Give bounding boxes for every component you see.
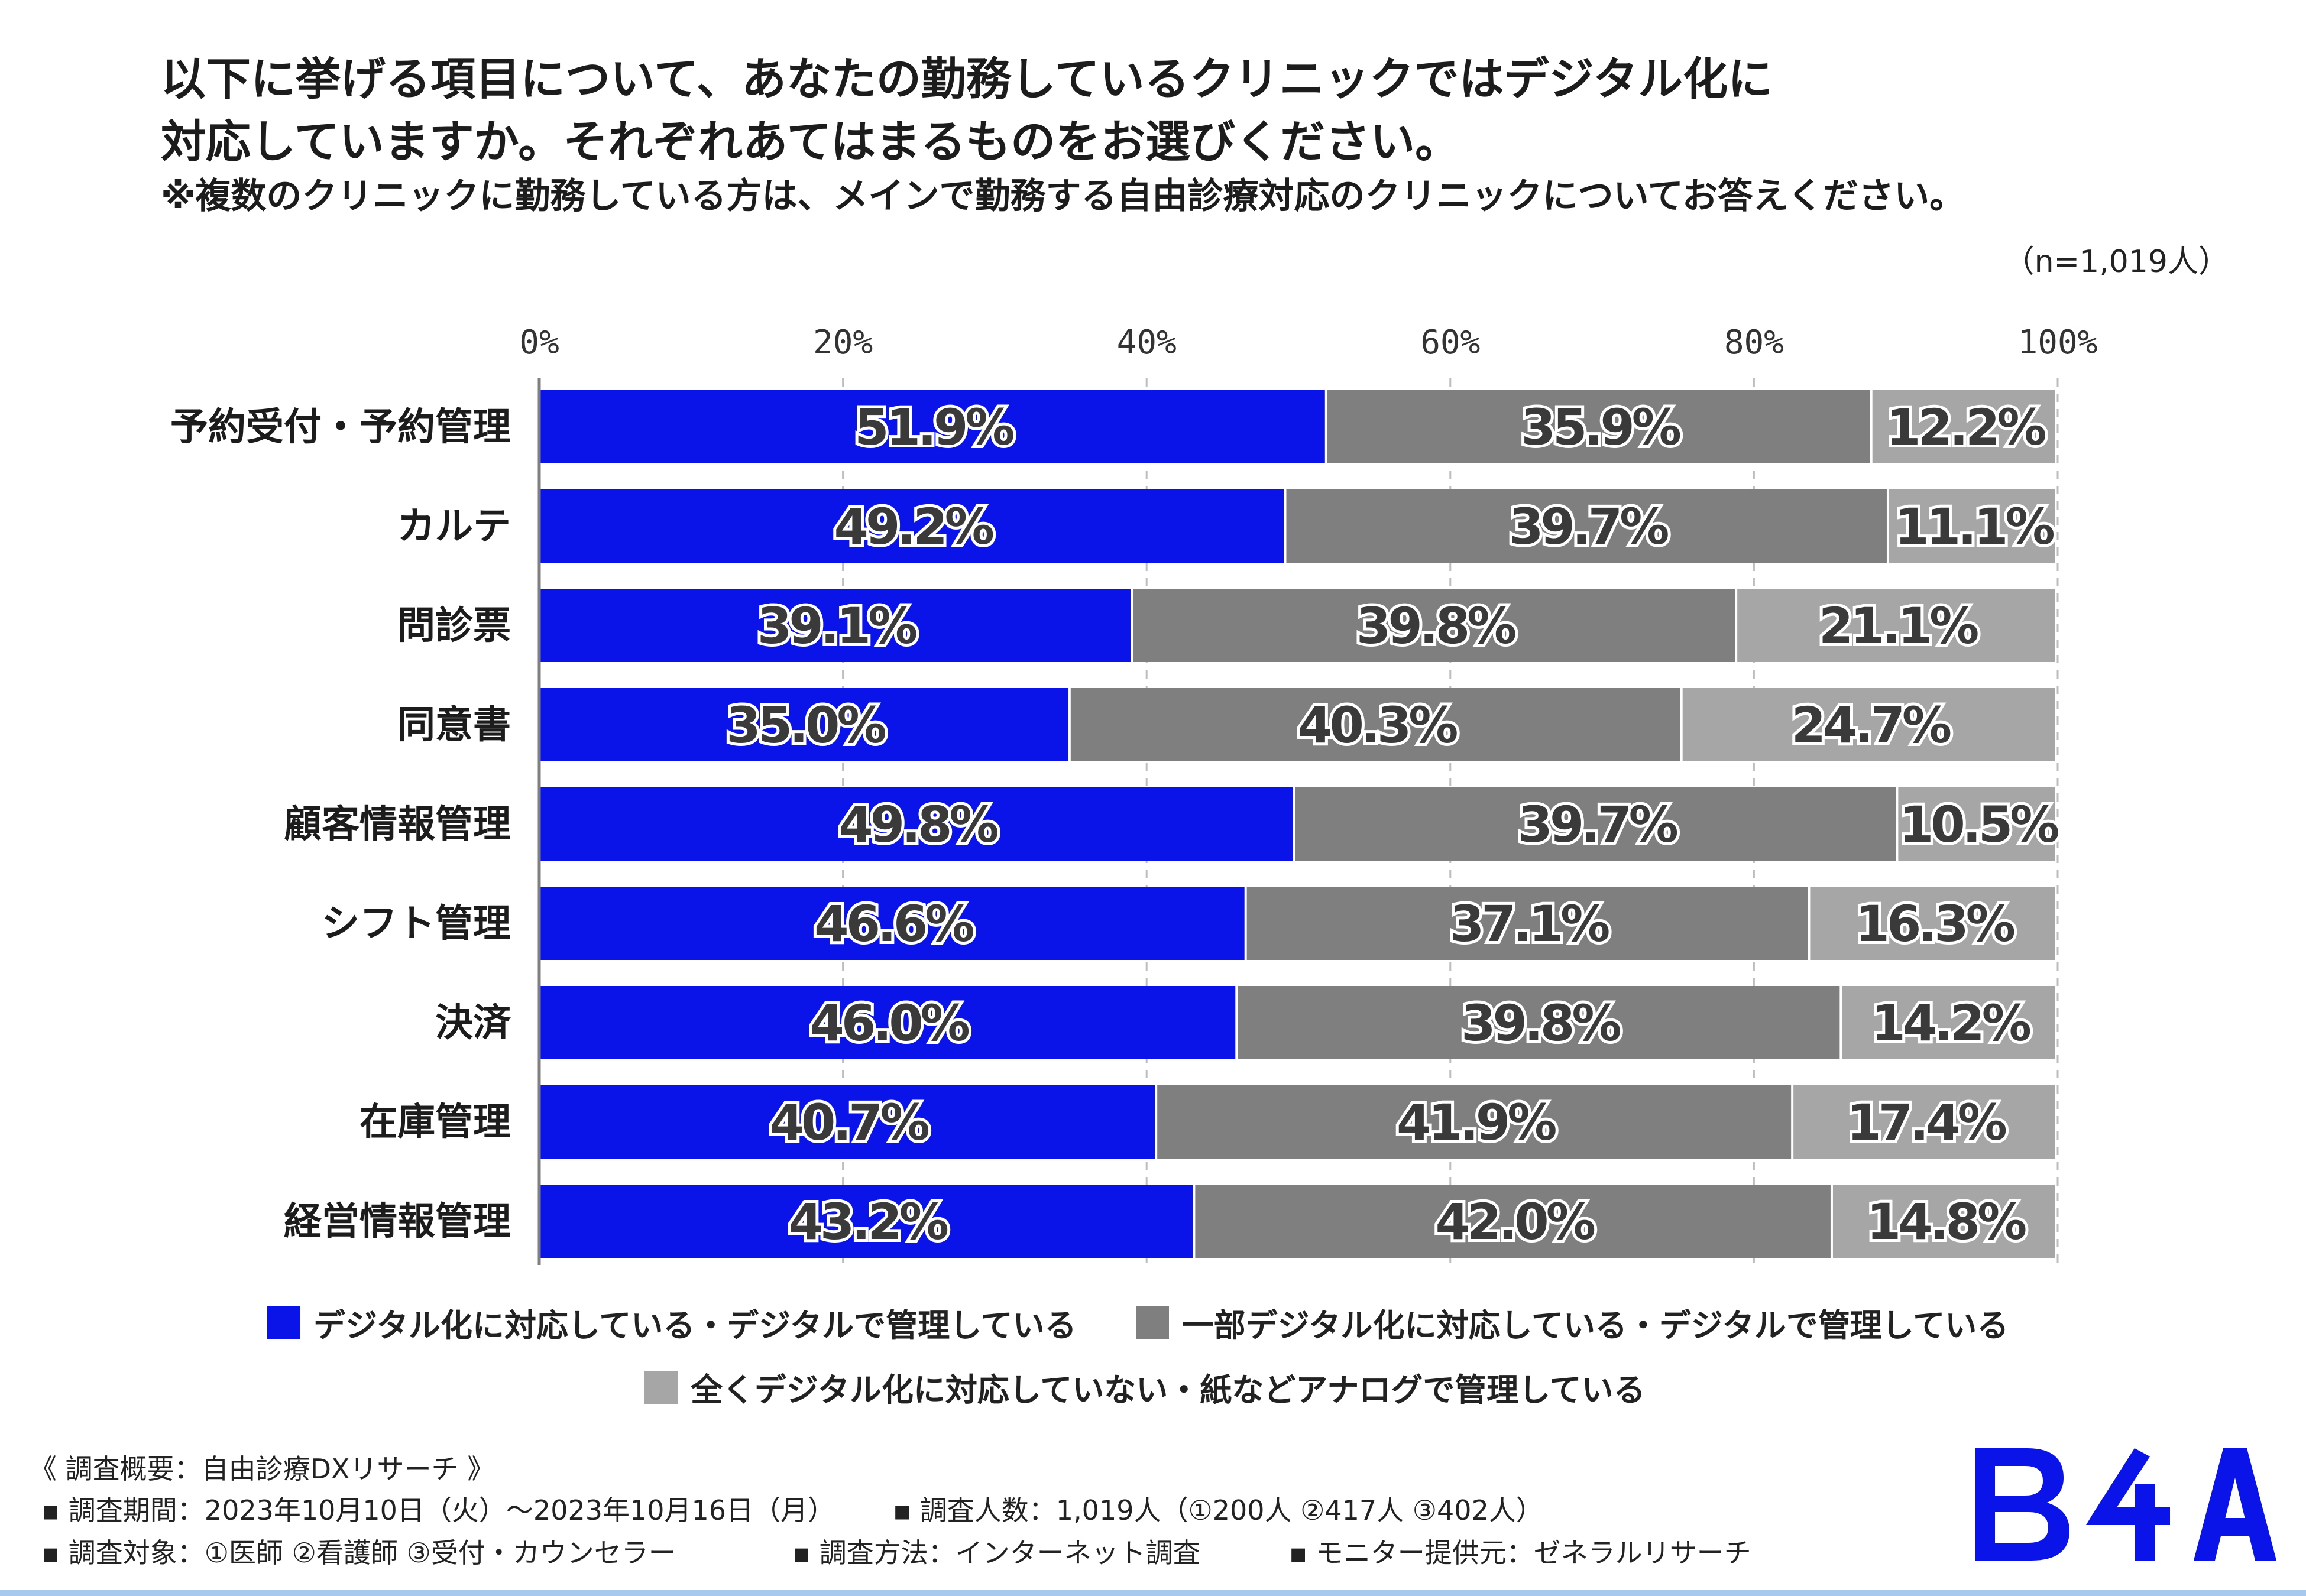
x-tick-label: 100% [2018,323,2098,362]
b4a-logo [1975,1448,2276,1561]
data-label: 39.8% [1461,994,1620,1052]
legend-swatch-analog [644,1370,678,1404]
legend-swatch-partial [1135,1306,1169,1339]
data-label: 40.3% [1298,696,1457,754]
x-tick-label: 80% [1724,323,1784,362]
data-label: 39.1% [757,597,916,655]
legend-swatch-digital [267,1306,300,1339]
data-label: 10.5% [1899,796,2058,854]
bar-segment [1842,986,2055,1059]
bar-segment [539,489,1284,563]
data-label: 46.0% [809,994,969,1052]
data-label: 39.7% [1509,498,1668,556]
data-label: 49.8% [838,796,997,854]
bar-segment [1682,688,2055,761]
data-label: 35.0% [726,696,885,754]
category-label: 在庫管理 [359,1101,511,1144]
stacked-bar-chart: 0% 20% 40% 60% 80% 100% 予約受付・予約管理 51.9% 35.9% 12.… [170,323,2098,1265]
bar-segment [1810,887,2055,960]
bar-segment [1238,986,1840,1059]
data-label: 37.1% [1450,895,1609,953]
data-label: 17.4% [1847,1094,2006,1151]
x-tick-label: 0% [519,323,559,362]
bar-segment [539,390,1325,463]
data-label: 42.0% [1435,1193,1594,1251]
legend-label-partial: 一部デジタル化に対応している・デジタルで管理している [1181,1307,2009,1344]
x-tick-label: 40% [1117,323,1177,362]
legend-label-digital: デジタル化に対応している・デジタルで管理している [313,1307,1077,1344]
bar-segment [1195,1185,1831,1258]
bar-segment [1070,688,1680,761]
data-label: 46.6% [814,895,973,953]
legend-label-analog: 全くデジタル化に対応していない・紙などアナログで管理している [691,1371,1646,1409]
bar-segment [539,986,1236,1059]
chart-title-line1: 以下に挙げる項目について、あなたの勤務しているクリニックではデジタル化に [161,53,1773,105]
category-label: 問診票 [397,604,511,648]
legend-row-2: 全くデジタル化に対応していない・紙などアナログで管理している [644,1364,1646,1410]
bar-segment [539,688,1068,761]
category-label: 決済 [435,1001,511,1045]
survey-period: ▪ 調査期間：2023年10月10日（火）～2023年10月16日（月） [41,1494,835,1526]
data-label: 24.7% [1792,696,1951,754]
bar-segment [1872,390,2055,463]
survey-respondents: ▪ 調査人数：1,019人（①200人 ②417人 ③402人） [893,1494,1543,1526]
bar-segment [1898,787,2055,861]
survey-provider: ▪ モニター提供元：ゼネラルリサーチ [1289,1537,1751,1569]
bar-segment [539,1085,1155,1159]
bar-segment [1286,489,1887,563]
data-label: 14.2% [1871,994,2030,1052]
legend-item-analog: 全くデジタル化に対応していない・紙などアナログで管理している [644,1364,1646,1410]
legend-item-digital: デジタル化に対応している・デジタルで管理している [267,1299,1077,1346]
bar-segment [539,1185,1193,1258]
data-label: 43.2% [788,1193,947,1251]
category-label: 経営情報管理 [284,1200,511,1244]
survey-target: ▪ 調査対象：①医師 ②看護師 ③受付・カウンセラー [41,1537,676,1569]
bar-segment [1832,1185,2055,1258]
category-label: カルテ [397,505,511,549]
data-label: 11.1% [1894,498,2054,556]
survey-period-row: ▪ 調査期間：2023年10月10日（火）～2023年10月16日（月） ▪ 調査… [41,1493,1543,1528]
data-label: 51.9% [854,398,1013,456]
x-tick-label: 60% [1420,323,1480,362]
bar-segment [539,887,1245,960]
sample-size: （n=1,019人） [2003,244,2229,280]
chart-title-line2: 対応していますか。それぞれあてはまるものをお選びください。 [161,115,1460,168]
data-label: 41.9% [1397,1094,1556,1151]
bar-segment [1133,589,1735,662]
survey-method: ▪ 調査方法：インターネット調査 [792,1537,1200,1569]
bar-segment [1246,887,1808,960]
survey-summary: 《 調査概要：自由診療DXリサーチ 》 [30,1453,495,1485]
bar-segment [539,589,1131,662]
bar-segment [539,787,1293,861]
data-label: 40.7% [769,1094,928,1151]
legend-item-partial: 一部デジタル化に対応している・デジタルで管理している [1135,1299,2009,1346]
category-label: 予約受付・予約管理 [170,406,511,449]
data-label: 14.8% [1867,1193,2026,1251]
bar-segment [1157,1085,1792,1159]
data-label: 35.9% [1521,398,1680,456]
legend-row-1: デジタル化に対応している・デジタルで管理している 一部デジタル化に対応している・… [267,1299,2009,1346]
chart-note: ※複数のクリニックに勤務している方は、メインで勤務する自由診療対応のクリニックに… [161,176,1965,217]
bar-segment [1295,787,1896,861]
data-label: 21.1% [1819,597,1978,655]
x-tick-label: 20% [813,323,873,362]
bar-segment [1793,1085,2055,1159]
data-label: 12.2% [1886,398,2045,456]
data-label: 49.2% [834,498,993,556]
bar-segment [1327,390,1870,463]
category-label: 同意書 [397,703,511,747]
category-label: 顧客情報管理 [284,803,511,846]
bar-segment [1737,589,2055,662]
bar-segment [1889,489,2055,563]
category-label: シフト管理 [322,902,511,946]
bottom-accent-bar [0,1590,2306,1596]
data-label: 39.7% [1518,796,1677,854]
survey-detail-row: ▪ 調査対象：①医師 ②看護師 ③受付・カウンセラー ▪ 調査方法：インターネット… [41,1535,1751,1571]
data-label: 16.3% [1855,895,2014,953]
data-label: 39.8% [1356,597,1515,655]
